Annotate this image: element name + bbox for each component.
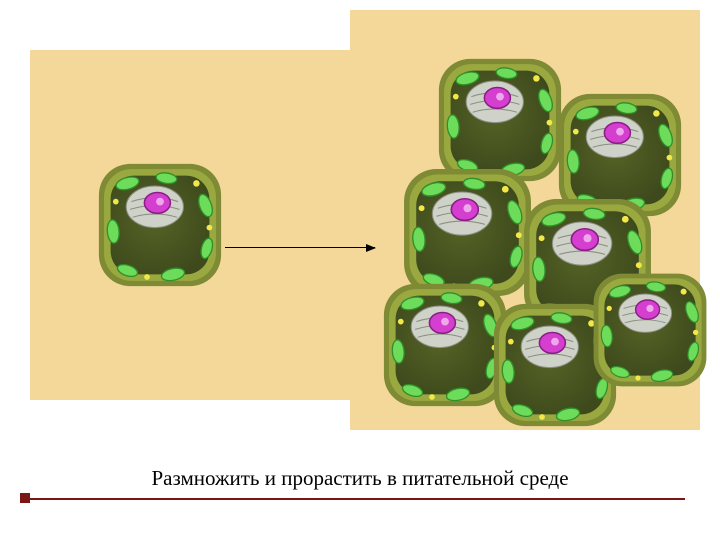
- cell-cluster-6: [590, 270, 710, 390]
- slide-marker: [20, 493, 30, 503]
- caption: Размножить и прорастить в питательной ср…: [0, 466, 720, 491]
- cell-single: [95, 160, 225, 290]
- divider-rule: [30, 498, 685, 500]
- arrow: [225, 247, 375, 248]
